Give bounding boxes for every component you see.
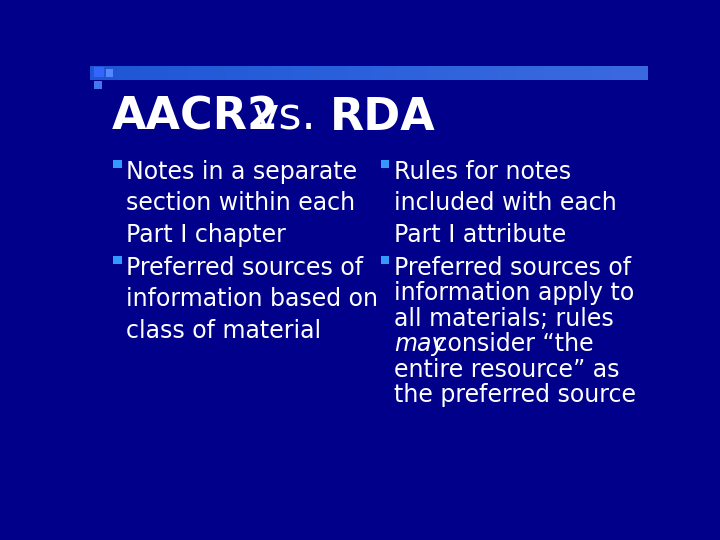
FancyBboxPatch shape (94, 67, 104, 77)
FancyBboxPatch shape (106, 70, 113, 77)
Text: RDA: RDA (330, 96, 436, 139)
Text: AACR2: AACR2 (112, 96, 279, 139)
Text: information apply to: information apply to (394, 281, 634, 305)
FancyBboxPatch shape (90, 66, 648, 80)
Text: the preferred source: the preferred source (394, 383, 636, 407)
Text: Preferred sources of: Preferred sources of (394, 256, 631, 280)
Text: all materials; rules: all materials; rules (394, 307, 613, 330)
FancyBboxPatch shape (381, 256, 389, 264)
FancyBboxPatch shape (113, 256, 122, 264)
Text: Preferred sources of
information based on
class of material: Preferred sources of information based o… (127, 256, 379, 343)
Text: may: may (394, 332, 445, 356)
FancyBboxPatch shape (94, 81, 102, 89)
Text: entire resource” as: entire resource” as (394, 357, 619, 382)
Text: Rules for notes
included with each
Part I attribute: Rules for notes included with each Part … (394, 159, 616, 247)
FancyBboxPatch shape (381, 159, 389, 168)
Text: vs.: vs. (253, 96, 316, 139)
Text: Notes in a separate
section within each
Part I chapter: Notes in a separate section within each … (127, 159, 358, 247)
FancyBboxPatch shape (113, 159, 122, 168)
Text: consider “the: consider “the (427, 332, 593, 356)
